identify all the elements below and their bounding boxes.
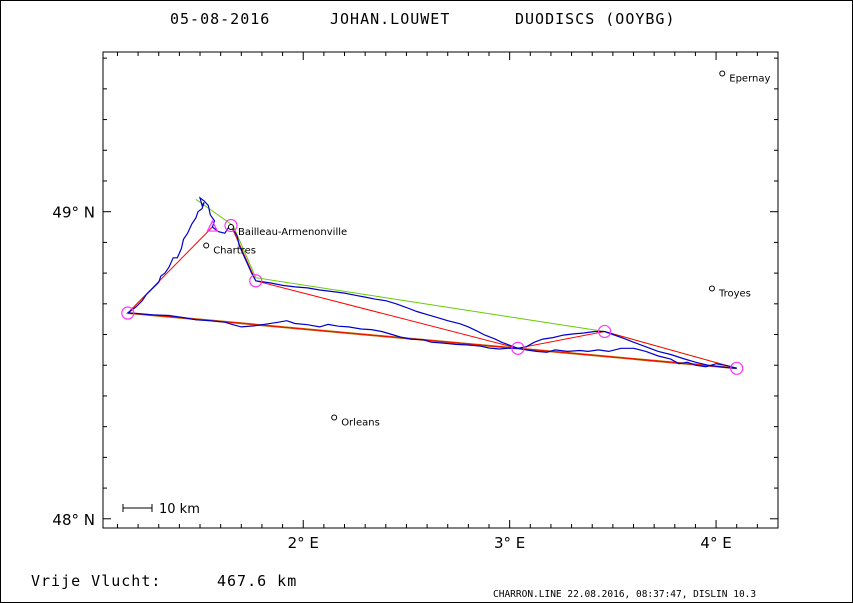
place-label: Orleans <box>341 417 380 428</box>
scale-bar-label: 10 km <box>159 502 200 517</box>
start-triangle-marker <box>206 219 219 232</box>
title-date: 05-08-2016 <box>170 10 270 28</box>
scale-bar: 10 km <box>122 502 200 517</box>
place-label: Chartres <box>213 245 256 256</box>
place-label: Epernay <box>729 73 770 84</box>
place-markers: Epernay Bailleau-Armenonville Chartres Troy… <box>203 70 770 428</box>
flight-track-line <box>126 196 737 369</box>
place-dot <box>708 285 715 292</box>
free-flight-distance: 467.6 km <box>217 572 297 590</box>
turnpoint-circle <box>730 361 744 375</box>
turnpoint-circle <box>224 218 238 233</box>
turnpoint-circle <box>598 324 612 339</box>
turnpoint-markers <box>121 218 744 375</box>
axis-ticks <box>103 52 779 528</box>
place-dot <box>203 242 210 249</box>
lon-tick-label: 3° E <box>494 534 525 552</box>
lat-tick-label: 49° N <box>52 204 95 222</box>
title-pilot: JOHAN.LOUWET <box>330 10 450 28</box>
place-label: Bailleau-Armenonville <box>238 227 347 238</box>
lon-tick-label: 2° E <box>288 534 319 552</box>
place-dot <box>227 224 234 231</box>
lon-tick-label: 4° E <box>700 534 731 552</box>
place-dot <box>719 70 726 77</box>
lat-tick-label: 48° N <box>52 511 95 529</box>
plot-area-border <box>102 51 779 529</box>
place-dot <box>331 414 338 421</box>
place-label: Troyes <box>718 288 751 299</box>
software-info: CHARRON.LINE 22.08.2016, 08:37:47, DISLI… <box>493 589 756 600</box>
turnpoint-circle <box>121 306 135 320</box>
turnpoint-circle <box>249 274 263 288</box>
free-flight-label: Vrije Vlucht: <box>31 572 161 590</box>
turnpoint-circle <box>511 341 525 355</box>
axis-tick-labels: 2° E 3° E 4° E 49° N 48° N <box>52 204 731 552</box>
title-glider: DUODISCS (OOYBG) <box>515 10 676 28</box>
